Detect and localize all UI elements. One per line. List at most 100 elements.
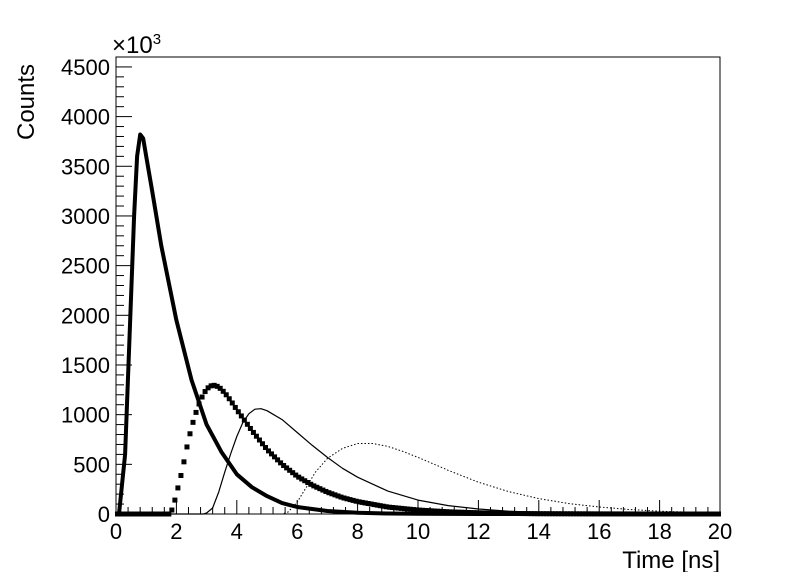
- data-point: [371, 502, 377, 508]
- data-point: [540, 511, 546, 517]
- data-point: [247, 425, 253, 431]
- y-tick-label: 1500: [61, 353, 110, 378]
- series-group: [115, 132, 721, 517]
- series-line-thin-solid: [116, 408, 721, 515]
- data-point: [480, 510, 486, 516]
- data-point: [519, 511, 525, 517]
- data-point: [383, 504, 389, 510]
- data-point: [232, 404, 238, 410]
- data-point: [256, 437, 262, 443]
- data-point: [314, 484, 320, 490]
- data-point: [244, 421, 250, 427]
- data-point: [552, 511, 558, 517]
- data-point: [287, 467, 293, 473]
- data-point: [492, 510, 498, 516]
- data-point: [501, 510, 507, 516]
- data-point: [483, 510, 489, 516]
- data-point: [429, 508, 435, 514]
- data-point: [338, 494, 344, 500]
- y-tick-label: 3000: [61, 204, 110, 229]
- data-point: [329, 491, 335, 497]
- data-point: [477, 510, 483, 516]
- data-point: [413, 507, 419, 513]
- data-point: [365, 500, 371, 506]
- data-point: [335, 493, 341, 499]
- data-point: [528, 511, 534, 517]
- data-point: [269, 451, 275, 457]
- data-point: [456, 509, 462, 515]
- data-point: [226, 396, 232, 402]
- data-point: [522, 511, 528, 517]
- y-tick-label: 2500: [61, 254, 110, 279]
- data-point: [465, 509, 471, 515]
- data-point: [341, 495, 347, 501]
- data-point: [199, 394, 205, 400]
- x-tick-label: 6: [291, 519, 303, 544]
- data-point: [320, 487, 326, 493]
- data-point: [308, 481, 314, 487]
- data-point: [353, 498, 359, 504]
- x-tick-label: 14: [527, 519, 551, 544]
- data-point: [377, 503, 383, 509]
- data-point: [293, 472, 299, 478]
- data-point: [525, 511, 531, 517]
- data-point: [272, 454, 278, 460]
- x-tick-label: 16: [587, 519, 611, 544]
- data-point: [326, 490, 332, 496]
- data-point: [202, 389, 208, 395]
- y-tick-label: 4000: [61, 105, 110, 130]
- data-point: [426, 508, 432, 514]
- data-point: [311, 483, 317, 489]
- data-point: [447, 509, 453, 515]
- data-point: [299, 476, 305, 482]
- data-point: [507, 510, 513, 516]
- data-point: [417, 507, 423, 513]
- data-point: [504, 510, 510, 516]
- data-point: [214, 383, 220, 389]
- data-point: [262, 445, 268, 451]
- data-point: [407, 506, 413, 512]
- series-line-thick-solid: [117, 132, 720, 516]
- data-point: [534, 511, 540, 517]
- data-point: [498, 510, 504, 516]
- data-point: [410, 507, 416, 513]
- data-point: [489, 510, 495, 516]
- data-point: [223, 392, 229, 398]
- data-point: [395, 505, 401, 511]
- data-point: [561, 511, 567, 517]
- data-point: [278, 460, 284, 466]
- data-point: [332, 492, 338, 498]
- data-point: [468, 510, 474, 516]
- data-point: [290, 470, 296, 476]
- data-point: [172, 497, 178, 503]
- x-tick-label: 20: [708, 519, 732, 544]
- data-point: [356, 499, 362, 505]
- data-point: [362, 500, 368, 506]
- data-point: [193, 409, 199, 415]
- tick-labels: 0 2 4 6 8 10 12 14 16 18 20 0 500 1000 1500 2000 2500 300…: [61, 55, 732, 544]
- data-point: [432, 508, 438, 514]
- x-tick-label: 2: [170, 519, 182, 544]
- data-point: [386, 504, 392, 510]
- data-point: [401, 506, 407, 512]
- data-point: [564, 511, 570, 517]
- data-point: [558, 511, 564, 517]
- data-point: [305, 480, 311, 486]
- data-point: [323, 488, 329, 494]
- data-point: [169, 507, 175, 513]
- data-point: [549, 511, 555, 517]
- data-point: [266, 448, 272, 454]
- data-point: [420, 507, 426, 513]
- data-point: [250, 429, 256, 435]
- data-point: [217, 385, 223, 391]
- data-point: [516, 511, 522, 517]
- data-point: [211, 382, 217, 388]
- data-point: [350, 497, 356, 503]
- data-point: [389, 504, 395, 510]
- data-point: [441, 509, 447, 515]
- data-point: [317, 486, 323, 492]
- series-line-dotted: [116, 443, 721, 515]
- data-point: [368, 501, 374, 507]
- data-point: [208, 383, 214, 389]
- x-tick-label: 4: [231, 519, 243, 544]
